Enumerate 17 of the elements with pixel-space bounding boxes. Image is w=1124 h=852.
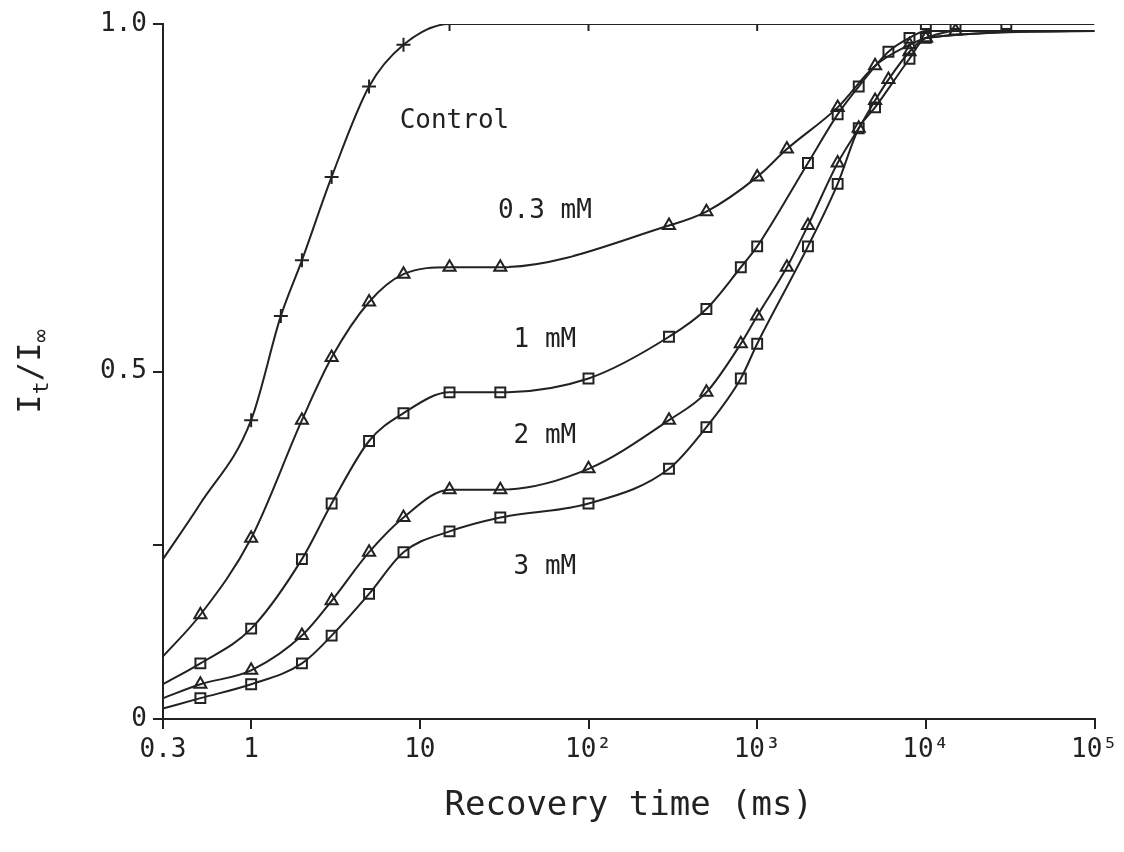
- y-tick-label: 0.5: [99, 354, 147, 385]
- series-label: 3 mM: [513, 550, 577, 581]
- x-tick-label: 0.3: [139, 733, 187, 764]
- x-tick-label: 10⁵: [1071, 733, 1118, 764]
- series-label: Control: [399, 104, 510, 135]
- series-label: 2 mM: [513, 418, 577, 449]
- y-tick-label: 1.0: [99, 6, 147, 37]
- y-axis-title: It/I∞: [10, 329, 53, 414]
- x-tick-label: 10⁴: [902, 733, 950, 764]
- y-tick-label: 0: [131, 701, 147, 732]
- x-tick-label: 10: [404, 733, 436, 764]
- series-label: 1 mM: [513, 323, 577, 354]
- x-tick-label: 10³: [733, 733, 781, 764]
- x-axis-title: Recovery time (ms): [444, 783, 813, 824]
- series-label: 0.3 mM: [497, 193, 592, 224]
- x-tick-label: 10²: [565, 733, 612, 764]
- x-tick-label: 1: [243, 733, 259, 764]
